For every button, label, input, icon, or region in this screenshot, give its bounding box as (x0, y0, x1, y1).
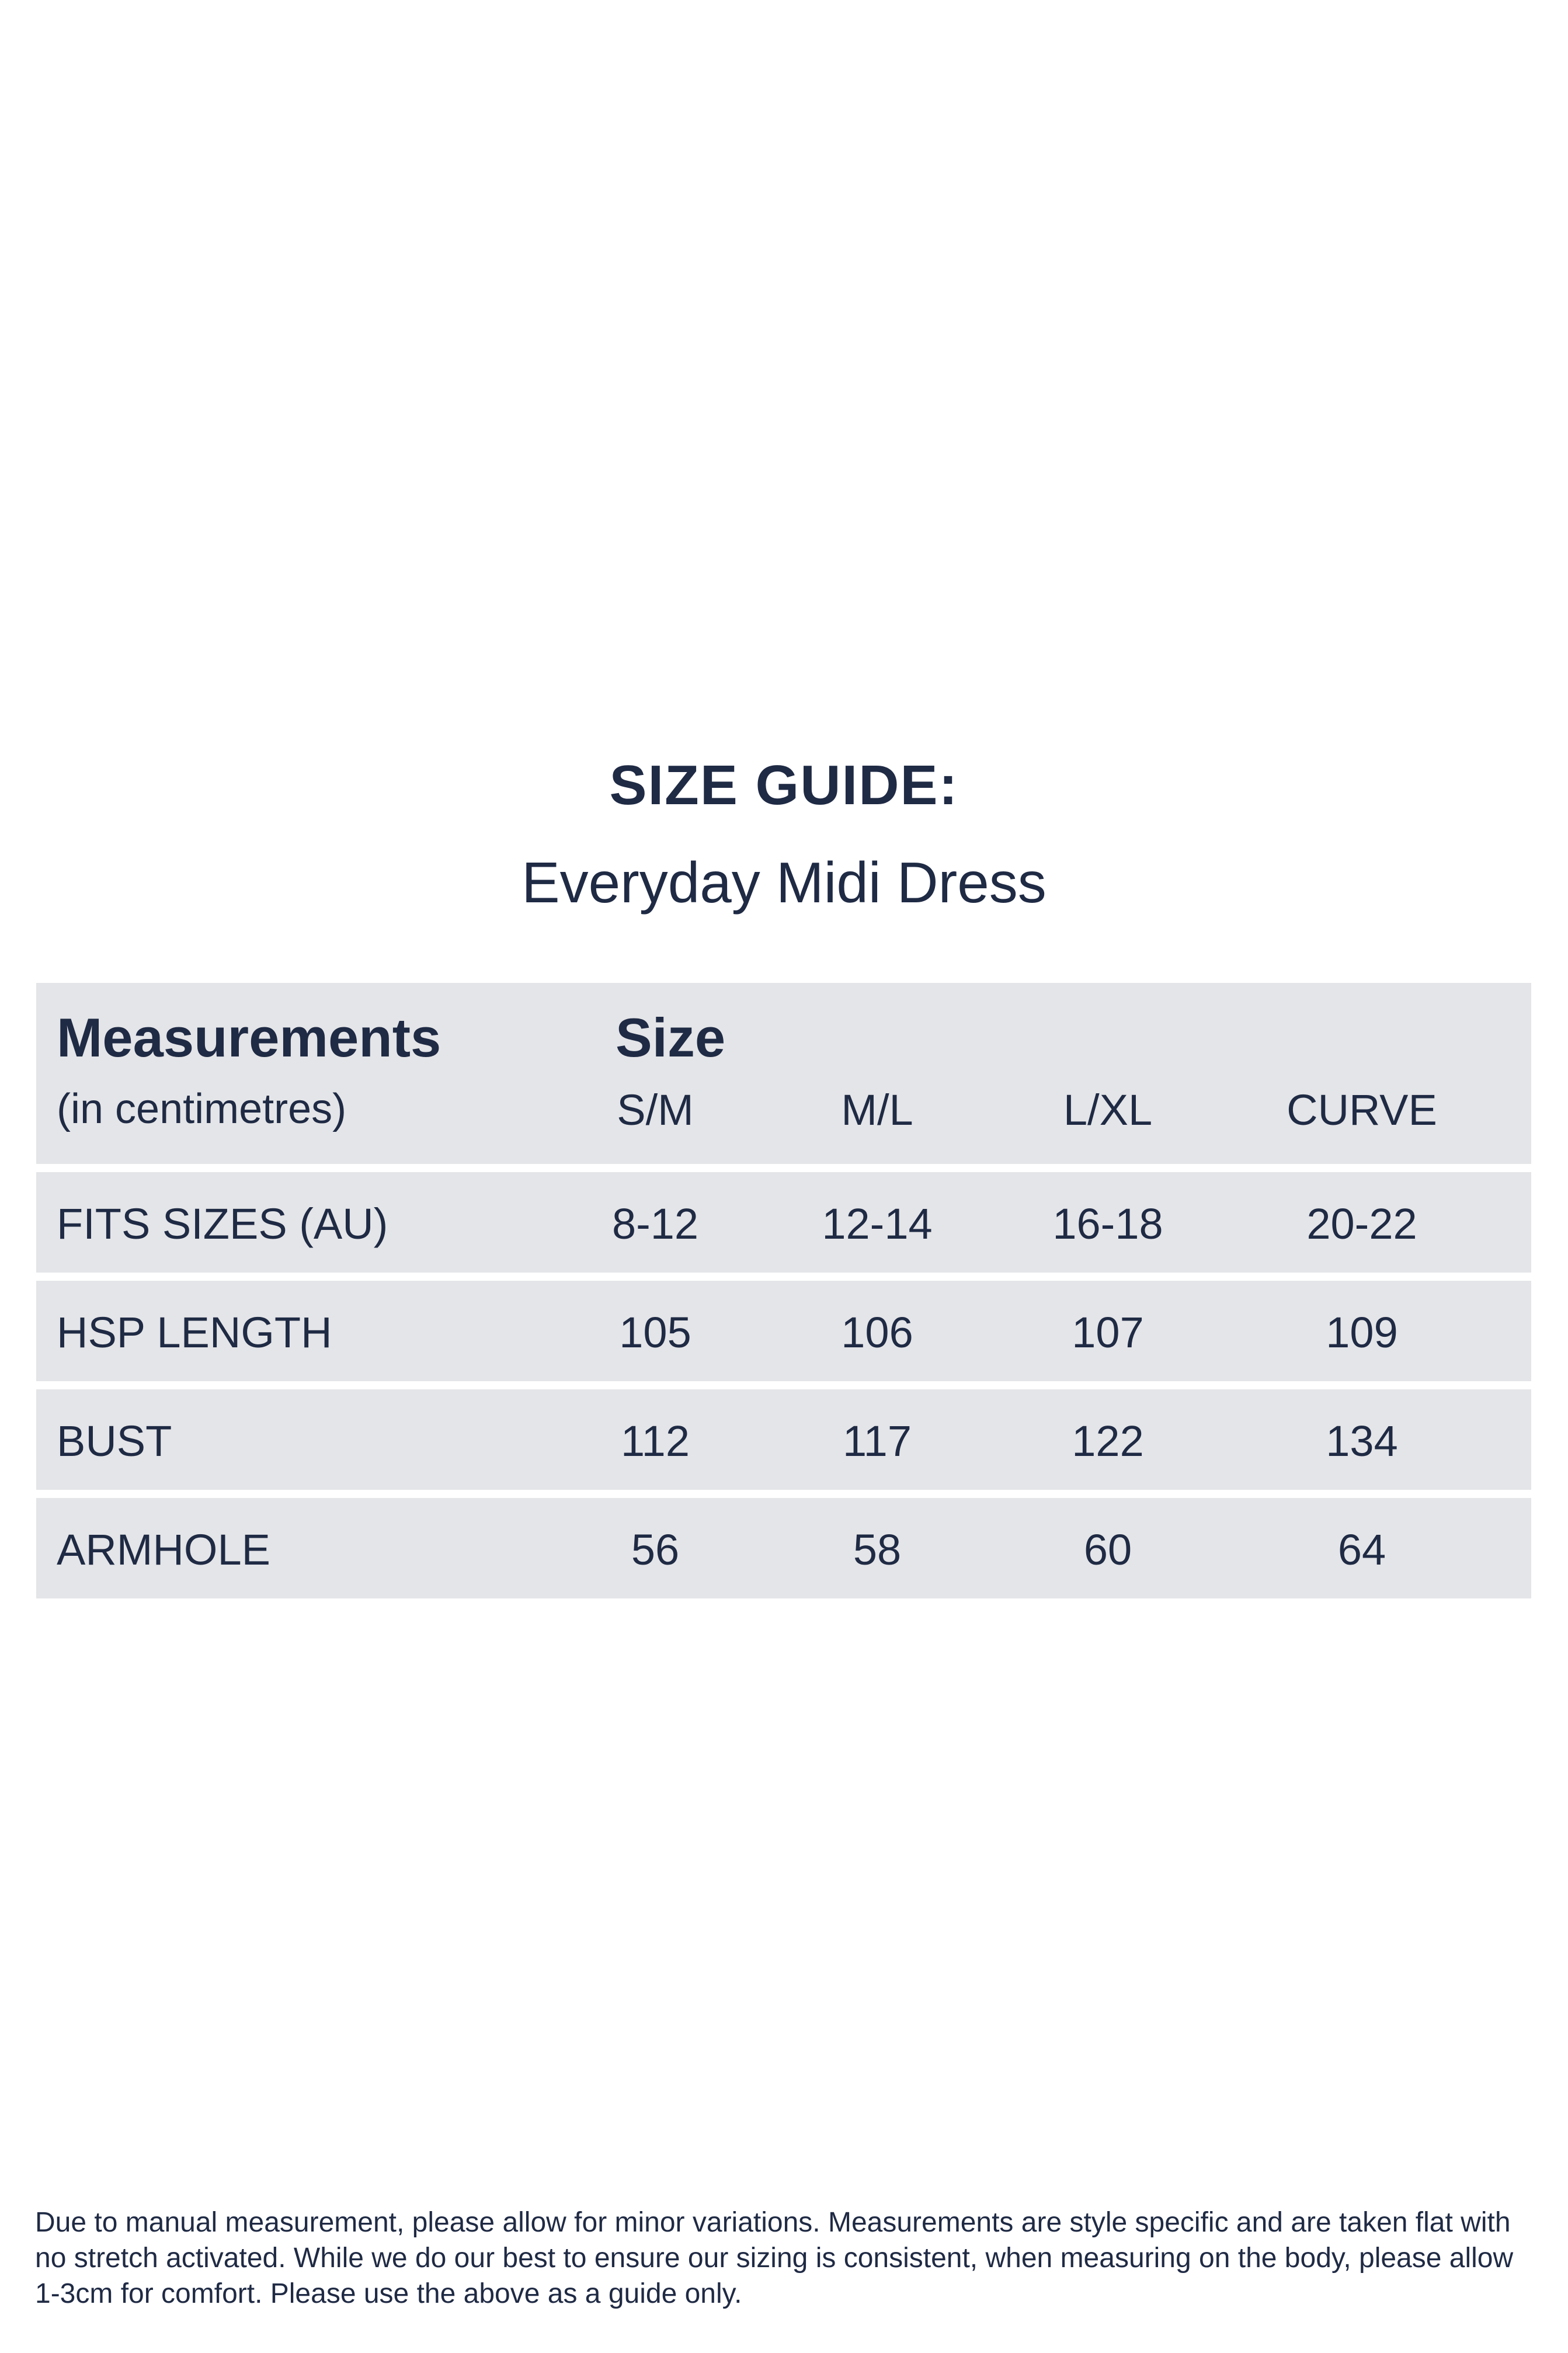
measurement-disclaimer: Due to manual measurement, please allow … (35, 2205, 1542, 2312)
table-cell: 122 (1072, 1417, 1144, 1465)
table-row: ARMHOLE 56 58 60 64 (36, 1498, 1531, 1598)
table-cell: 58 (853, 1525, 902, 1574)
column-header-ml: M/L (841, 1086, 913, 1134)
measurements-heading: Measurements (57, 1007, 441, 1068)
row-label: ARMHOLE (57, 1525, 270, 1574)
column-header-lxl: L/XL (1063, 1086, 1153, 1134)
table-cell: 107 (1072, 1308, 1144, 1357)
table-cell: 109 (1326, 1308, 1398, 1357)
table-cell: 16-18 (1052, 1200, 1163, 1248)
size-guide-title: SIZE GUIDE: (609, 754, 959, 816)
size-heading: Size (616, 1007, 726, 1068)
disclaimer-line: 1-3cm for comfort. Please use the above … (35, 2278, 742, 2309)
unit-label: (in centimetres) (57, 1086, 347, 1132)
table-cell: 56 (631, 1525, 680, 1574)
table-cell: 117 (843, 1417, 912, 1465)
column-header-sm: S/M (617, 1086, 694, 1134)
disclaimer-line: no stretch activated. While we do our be… (35, 2243, 1514, 2274)
table-cell: 105 (619, 1308, 691, 1357)
table-row: BUST 112 117 122 134 (36, 1389, 1531, 1490)
row-label: BUST (57, 1417, 172, 1465)
table-cell: 60 (1083, 1525, 1132, 1574)
product-name: Everyday Midi Dress (521, 850, 1047, 915)
table-cell: 8-12 (611, 1200, 699, 1248)
size-table: Measurements (in centimetres) Size S/M M… (36, 983, 1531, 1598)
table-cell: 134 (1326, 1417, 1398, 1465)
row-label: HSP LENGTH (57, 1308, 332, 1357)
table-row: FITS SIZES (AU) 8-12 12-14 16-18 20-22 (36, 1172, 1531, 1273)
table-cell: 64 (1337, 1525, 1386, 1574)
row-label: FITS SIZES (AU) (57, 1200, 388, 1248)
disclaimer-line: Due to manual measurement, please allow … (35, 2207, 1511, 2238)
table-header-row: Measurements (in centimetres) Size S/M M… (36, 983, 1531, 1164)
column-header-curve: CURVE (1287, 1086, 1437, 1134)
table-cell: 12-14 (822, 1200, 933, 1248)
table-cell: 20-22 (1306, 1200, 1417, 1248)
table-cell: 112 (621, 1417, 690, 1465)
table-cell: 106 (841, 1308, 913, 1357)
table-row: HSP LENGTH 105 106 107 109 (36, 1281, 1531, 1381)
